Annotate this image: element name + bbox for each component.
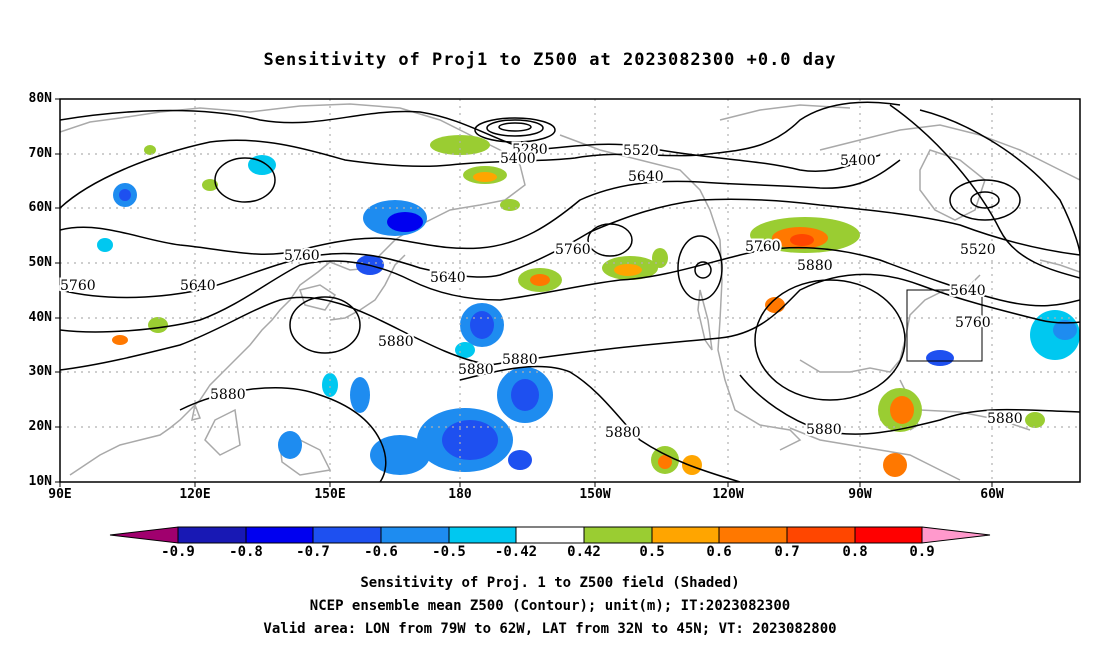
colorbar-label: 0.5 xyxy=(639,544,665,560)
contour-label: 5520 xyxy=(960,242,996,258)
lat-label: 80N xyxy=(28,91,52,106)
contour-label: 5760 xyxy=(955,315,991,331)
colorbar-upper-triangle xyxy=(921,526,991,544)
colorbar-label: 0.42 xyxy=(567,544,601,560)
valid-area-box xyxy=(906,289,983,362)
caption-line-3: Valid area: LON from 79W to 62W, LAT fro… xyxy=(263,621,837,637)
colorbar-label: -0.6 xyxy=(364,544,398,560)
contour-label: 5280 xyxy=(512,142,548,158)
contour-label: 5640 xyxy=(950,283,986,299)
contour-label: 5640 xyxy=(430,270,466,286)
colorbar-label: 0.8 xyxy=(842,544,868,560)
lon-label: 150W xyxy=(579,487,611,502)
contour-label: 5880 xyxy=(797,258,833,274)
contour-label: 5760 xyxy=(555,242,591,258)
z500-contours xyxy=(60,101,1080,482)
lat-label: 50N xyxy=(28,255,52,270)
chart-title: Sensitivity of Proj1 to Z500 at 20230823… xyxy=(263,50,837,70)
colorbar-lower-triangle xyxy=(109,526,179,544)
lon-label: 60W xyxy=(980,487,1004,502)
lat-label: 30N xyxy=(28,364,52,379)
caption-line-1: Sensitivity of Proj. 1 to Z500 field (Sh… xyxy=(360,575,740,591)
axis-ticks xyxy=(55,98,993,487)
map-frame xyxy=(59,98,1081,483)
contour-label: 5880 xyxy=(210,387,246,403)
contour-label: 5400 xyxy=(500,151,536,167)
lon-label: 90W xyxy=(848,487,872,502)
contour-label: 5880 xyxy=(806,422,842,438)
lat-label: 70N xyxy=(28,146,52,161)
caption-line-2: NCEP ensemble mean Z500 (Contour); unit(… xyxy=(309,598,791,614)
contour-label: 5880 xyxy=(502,352,538,368)
lon-label: 150E xyxy=(314,487,346,502)
lat-label: 40N xyxy=(28,310,52,325)
lon-label: 120W xyxy=(712,487,744,502)
contour-label: 5880 xyxy=(987,411,1023,427)
lat-label: 10N xyxy=(28,474,52,489)
contour-label: 5520 xyxy=(623,143,659,159)
sensitivity-shading xyxy=(97,135,1080,477)
lon-label: 120E xyxy=(179,487,211,502)
contour-label: 5880 xyxy=(605,425,641,441)
contour-label: 5880 xyxy=(378,334,414,350)
lat-label: 60N xyxy=(28,200,52,215)
graticule xyxy=(60,99,1080,482)
colorbar-label: -0.5 xyxy=(432,544,466,560)
contour-label: 5880 xyxy=(458,362,494,378)
contour-label: 5760 xyxy=(284,248,320,264)
contour-label: 5760 xyxy=(60,278,96,294)
contour-label: 5760 xyxy=(745,239,781,255)
lon-label: 90E xyxy=(48,487,72,502)
lon-label: 180 xyxy=(448,487,472,502)
lat-label: 20N xyxy=(28,419,52,434)
contour-label: 5400 xyxy=(840,153,876,169)
colorbar-label: 0.7 xyxy=(774,544,800,560)
colorbar-label: -0.9 xyxy=(161,544,195,560)
colorbar-label: -0.7 xyxy=(296,544,330,560)
contour-label: 5640 xyxy=(628,169,664,185)
colorbar-label: 0.9 xyxy=(909,544,935,560)
contour-label: 5640 xyxy=(180,278,216,294)
colorbar-label: 0.6 xyxy=(706,544,732,560)
contour-labels: 5280 5400 5520 5400 5640 5760 5640 5760 … xyxy=(58,140,1025,443)
colorbar-label: -0.8 xyxy=(229,544,263,560)
colorbar xyxy=(109,526,991,544)
colorbar-label: -0.42 xyxy=(494,544,538,560)
